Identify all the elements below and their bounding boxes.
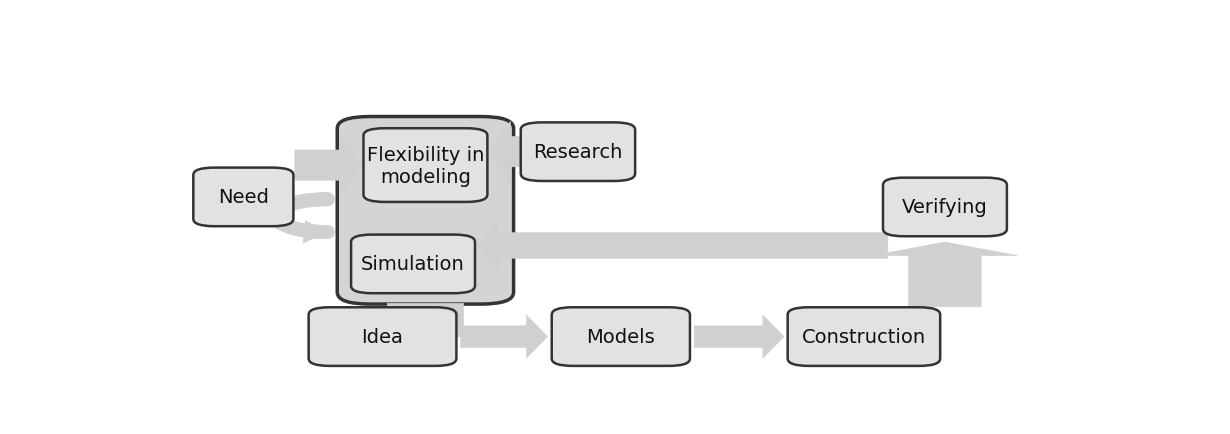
Polygon shape bbox=[477, 220, 888, 271]
Polygon shape bbox=[490, 122, 542, 182]
Polygon shape bbox=[694, 316, 784, 358]
FancyBboxPatch shape bbox=[883, 178, 1007, 237]
Text: Idea: Idea bbox=[362, 327, 403, 346]
FancyBboxPatch shape bbox=[787, 308, 940, 366]
FancyBboxPatch shape bbox=[337, 117, 514, 304]
Text: Construction: Construction bbox=[802, 327, 926, 346]
FancyBboxPatch shape bbox=[552, 308, 690, 366]
Polygon shape bbox=[303, 220, 327, 244]
Text: Models: Models bbox=[587, 327, 656, 346]
FancyBboxPatch shape bbox=[364, 129, 487, 202]
FancyBboxPatch shape bbox=[309, 308, 456, 366]
Text: Research: Research bbox=[534, 143, 622, 162]
Text: Need: Need bbox=[218, 188, 269, 207]
Text: Flexibility in
modeling: Flexibility in modeling bbox=[367, 145, 485, 186]
FancyBboxPatch shape bbox=[193, 168, 294, 227]
Text: Simulation: Simulation bbox=[362, 255, 465, 274]
Polygon shape bbox=[872, 243, 1017, 307]
FancyBboxPatch shape bbox=[520, 123, 635, 181]
Text: Verifying: Verifying bbox=[902, 198, 988, 217]
Polygon shape bbox=[295, 135, 362, 196]
Polygon shape bbox=[461, 316, 547, 358]
FancyBboxPatch shape bbox=[351, 235, 475, 293]
Polygon shape bbox=[349, 304, 502, 343]
